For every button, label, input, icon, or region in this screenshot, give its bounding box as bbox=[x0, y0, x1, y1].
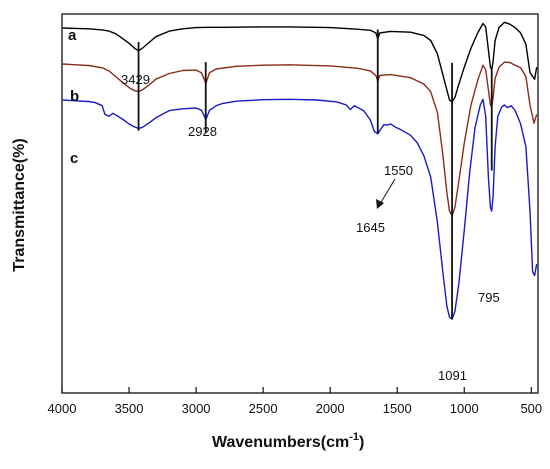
x-axis-title-close: ) bbox=[359, 434, 364, 451]
y-axis-title: Transmittance(%) bbox=[11, 138, 28, 271]
series-layer bbox=[62, 21, 538, 320]
x-axis-title-superscript: -1 bbox=[349, 431, 359, 443]
annotation-2928: 2928 bbox=[188, 124, 217, 139]
annotation-1550: 1550 bbox=[384, 163, 413, 178]
x-tick-label-2500: 2500 bbox=[249, 401, 278, 416]
plot-frame bbox=[61, 13, 539, 394]
x-tick-label-3500: 3500 bbox=[115, 401, 144, 416]
annotation-795: 795 bbox=[478, 290, 500, 305]
x-tick-label-1000: 1000 bbox=[450, 401, 479, 416]
x-axis-title: Wavenumbers(cm-1) bbox=[212, 431, 364, 451]
series-line-b bbox=[62, 61, 538, 217]
annotation-1091: 1091 bbox=[438, 368, 467, 383]
annotation-3429: 3429 bbox=[121, 72, 150, 87]
x-tick-label-3000: 3000 bbox=[182, 401, 211, 416]
reference-lines bbox=[137, 29, 493, 320]
annotation-1645: 1645 bbox=[356, 220, 385, 235]
x-tick-label-4000: 4000 bbox=[48, 401, 77, 416]
x-tick-label-2000: 2000 bbox=[316, 401, 345, 416]
series-line-c bbox=[62, 98, 538, 320]
x-axis-ticks: 4000 3500 3000 2500 2000 1500 1000 500 bbox=[48, 387, 542, 416]
series-label-c: c bbox=[70, 150, 78, 167]
series-label-b: b bbox=[70, 88, 79, 105]
x-tick-label-1500: 1500 bbox=[383, 401, 412, 416]
annotation-arrow-1550 bbox=[376, 178, 396, 209]
x-tick-label-500: 500 bbox=[520, 401, 542, 416]
x-axis-title-main: Wavenumbers(cm bbox=[212, 434, 349, 451]
series-label-a: a bbox=[68, 27, 77, 44]
